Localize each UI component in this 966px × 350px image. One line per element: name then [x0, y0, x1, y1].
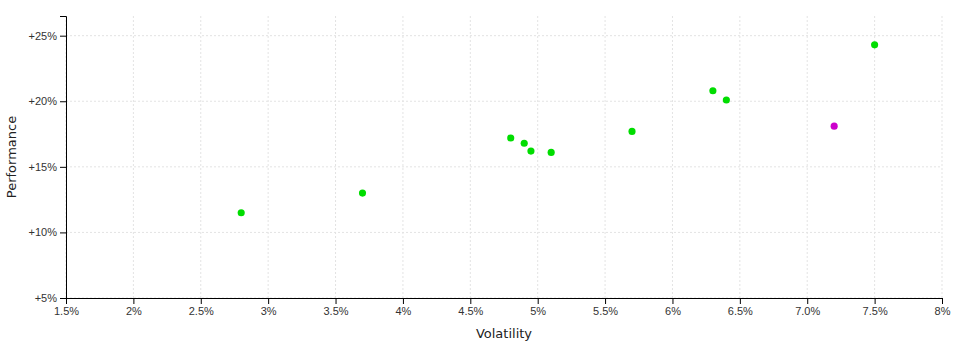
tick-mark: [60, 298, 66, 299]
series: [238, 41, 879, 216]
tick-label: 4.5%: [458, 305, 483, 317]
tick: 7.5%: [863, 298, 888, 317]
tick-mark: [60, 36, 66, 37]
tick: 4.5%: [458, 298, 483, 317]
tick-label: 6.5%: [728, 305, 753, 317]
point: [871, 41, 878, 48]
y-axis: +5% +10% +15% +20% +25%: [29, 17, 67, 305]
grid-line: [605, 16, 606, 298]
tick: 1.5%: [54, 298, 79, 317]
grid-line: [66, 166, 942, 167]
tick-mark: [672, 298, 673, 304]
plot-area: 1.5% 2% 2.5% 3% 3.5% 4% 4.5% 5% 5.5% 6% 6.5% 7.0% 7.…: [29, 16, 951, 317]
grid-line: [402, 16, 403, 298]
tick-mark: [133, 298, 134, 304]
grid-line: [133, 16, 134, 298]
x-axis-title: Volatility: [476, 326, 532, 341]
tick: 6.5%: [728, 298, 753, 317]
grid-line: [672, 16, 673, 298]
tick-label: +10%: [29, 226, 58, 238]
tick: 5.5%: [593, 298, 618, 317]
tick-label: +5%: [35, 292, 58, 304]
tick-label: +20%: [29, 95, 58, 107]
tick: 3.5%: [323, 298, 348, 317]
axis-line: [60, 17, 67, 299]
tick: +5%: [35, 292, 66, 304]
tick-label: 8%: [935, 305, 951, 317]
tick: 5%: [530, 298, 546, 317]
tick: +20%: [29, 95, 66, 107]
grid: [66, 16, 942, 298]
tick-mark: [403, 298, 404, 304]
tick-label: 7.5%: [863, 305, 888, 317]
tick-mark: [605, 298, 606, 304]
point: [359, 190, 366, 197]
tick-mark: [740, 298, 741, 304]
grid-line: [739, 16, 740, 298]
grid-line: [942, 16, 943, 298]
tick-label: 3%: [261, 305, 277, 317]
tick-mark: [538, 298, 539, 304]
y-axis-title: Performance: [4, 116, 19, 198]
tick-label: +15%: [29, 161, 58, 173]
tick-mark: [60, 167, 66, 168]
tick-label: 5.5%: [593, 305, 618, 317]
point: [831, 123, 838, 130]
tick: 3%: [261, 298, 277, 317]
point: [238, 209, 245, 216]
tick-label: 4%: [395, 305, 411, 317]
grid-line: [537, 16, 538, 298]
series: [831, 123, 838, 130]
grid-line: [874, 16, 875, 298]
axis-line: [67, 299, 943, 305]
grid-line: [470, 16, 471, 298]
tick-mark: [201, 298, 202, 304]
tick-mark: [268, 298, 269, 304]
point: [548, 149, 555, 156]
tick-mark: [942, 298, 943, 304]
point: [709, 87, 716, 94]
tick-mark: [875, 298, 876, 304]
tick-label: 6%: [665, 305, 681, 317]
tick-label: 2%: [126, 305, 142, 317]
tick-mark: [336, 298, 337, 304]
point: [507, 134, 514, 141]
grid-line: [66, 101, 942, 102]
tick-label: 7.0%: [795, 305, 820, 317]
grid-line: [200, 16, 201, 298]
point: [628, 128, 635, 135]
chart: 1.5% 2% 2.5% 3% 3.5% 4% 4.5% 5% 5.5% 6% 6.5% 7.0% 7.…: [0, 0, 966, 350]
grid-line: [268, 16, 269, 298]
grid-line: [807, 16, 808, 298]
tick-label: 5%: [530, 305, 546, 317]
tick: 8%: [935, 298, 951, 317]
grid-line: [66, 35, 942, 36]
point: [521, 140, 528, 147]
tick: +10%: [29, 226, 66, 238]
tick-label: 3.5%: [323, 305, 348, 317]
tick-mark: [60, 232, 66, 233]
tick: 2%: [126, 298, 142, 317]
tick: 4%: [395, 298, 411, 317]
tick: 7.0%: [795, 298, 820, 317]
x-axis: 1.5% 2% 2.5% 3% 3.5% 4% 4.5% 5% 5.5% 6% 6.5% 7.0% 7.…: [54, 298, 951, 317]
point: [723, 96, 730, 103]
tick-mark: [60, 101, 66, 102]
tick: 6%: [665, 298, 681, 317]
tick-label: 1.5%: [54, 305, 79, 317]
marks: [238, 41, 879, 216]
grid-line: [335, 16, 336, 298]
tick-mark: [807, 298, 808, 304]
tick-label: +25%: [29, 30, 58, 42]
point: [527, 148, 534, 155]
tick: +25%: [29, 30, 66, 42]
tick-label: 2.5%: [189, 305, 214, 317]
tick: 2.5%: [189, 298, 214, 317]
tick: +15%: [29, 161, 66, 173]
grid-line: [66, 232, 942, 233]
tick-mark: [470, 298, 471, 304]
